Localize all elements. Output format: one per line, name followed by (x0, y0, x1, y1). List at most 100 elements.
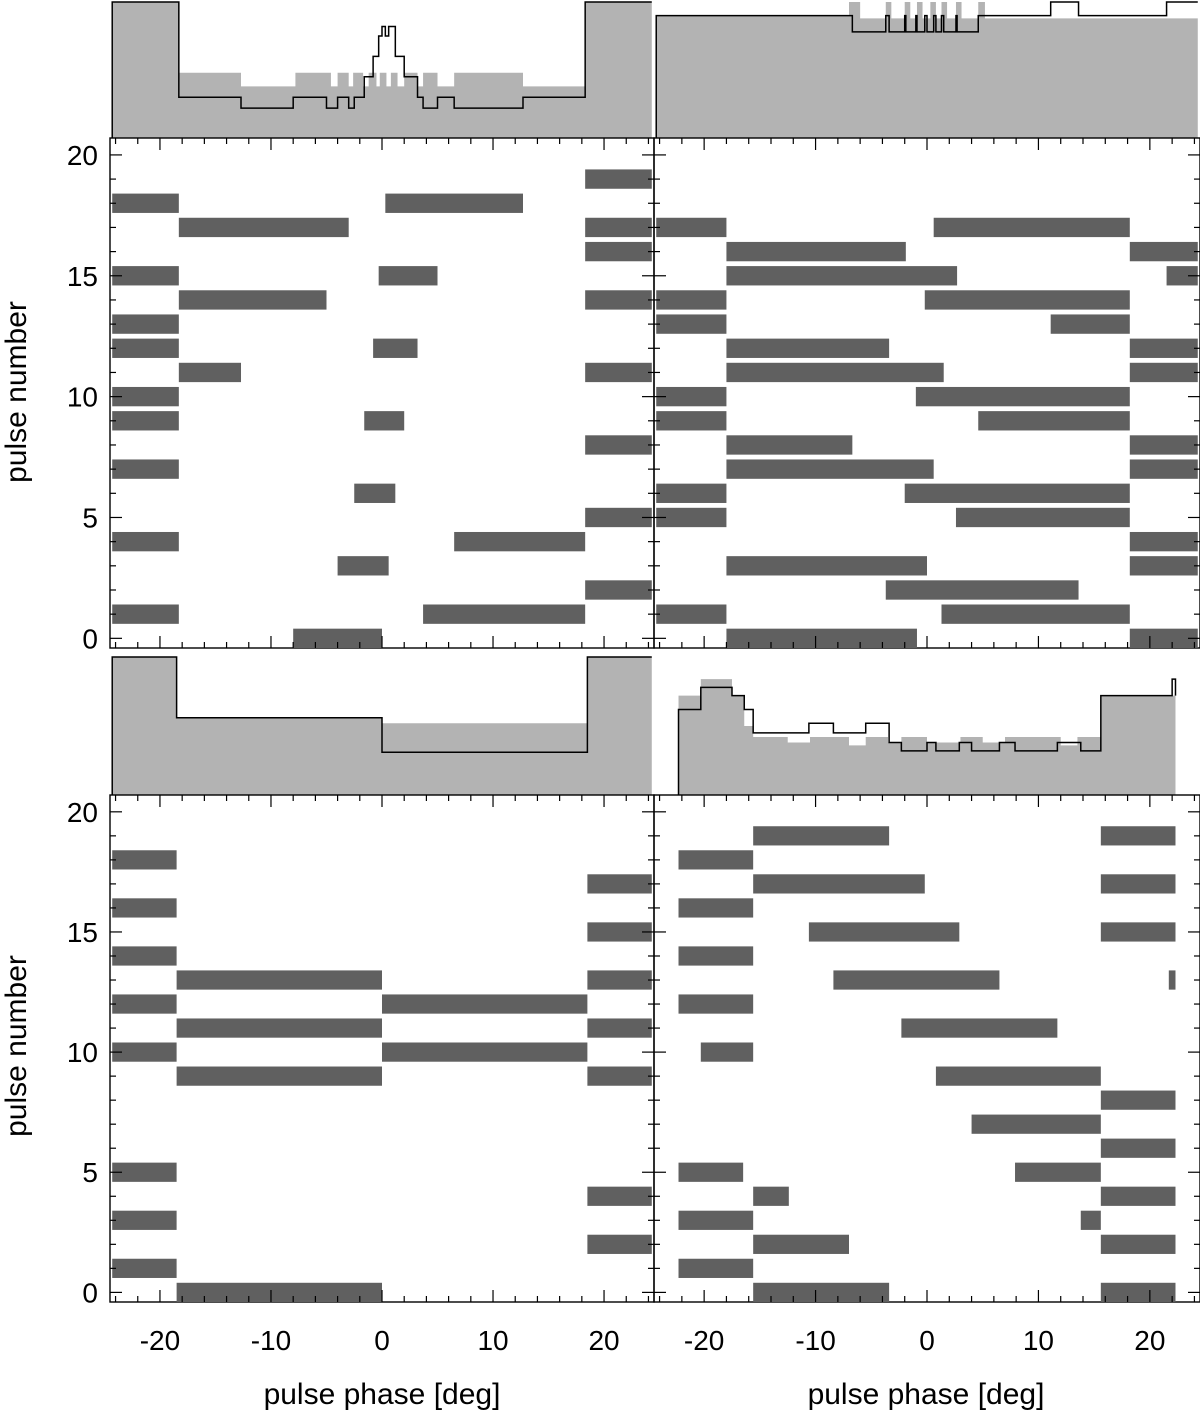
pulse-bar (726, 459, 934, 479)
y-tick-label: 15 (67, 917, 98, 948)
pulse-bar (587, 1018, 652, 1038)
pulse-bar (656, 411, 727, 431)
pulse-bar (112, 338, 179, 358)
pulse-bar (364, 411, 405, 431)
pulse-bar (726, 628, 917, 648)
pulse-bar (354, 483, 396, 503)
pulse-bar (176, 1282, 382, 1302)
pulse-bar (585, 217, 652, 238)
pulse-bar (726, 266, 958, 286)
pulse-bar (808, 922, 960, 942)
x-tick-label: 10 (1023, 1325, 1054, 1356)
pulse-bar (656, 314, 727, 334)
profile-line (111, 1, 652, 138)
x-tick-label: 20 (588, 1325, 619, 1356)
x-tick-label: -20 (140, 1325, 180, 1356)
pulse-bar (423, 604, 586, 624)
pulse-bar (373, 338, 418, 358)
pulse-bar (585, 241, 652, 262)
pulse-bar (585, 290, 652, 310)
y-tick-label: 20 (67, 140, 98, 171)
pulse-bar (726, 338, 890, 358)
pulse-bar (955, 507, 1130, 528)
pulse-bar (1100, 922, 1176, 942)
pulse-bar (656, 290, 727, 310)
pulse-bar (1129, 556, 1198, 576)
pulse-bar (587, 1186, 652, 1206)
panel-bottom-left: 0 5 10 15 20 -20 -10 0 10 20 (67, 656, 655, 1356)
profile-line (655, 1, 1198, 138)
y-tick-label: 0 (82, 623, 98, 654)
pulse-bar (587, 970, 652, 990)
pulse-bar (1100, 1234, 1176, 1254)
pulse-bar (454, 531, 586, 552)
pulse-bar (726, 435, 853, 455)
pulse-bar (112, 531, 179, 552)
profile-line (111, 656, 652, 795)
pulse-bar (1100, 1138, 1176, 1158)
pulse-bar (971, 1114, 1101, 1134)
pulse-bar (112, 898, 177, 918)
pulse-bar (112, 1042, 177, 1062)
pulse-bar (726, 241, 906, 262)
x-tick-label: -10 (251, 1325, 291, 1356)
pulse-bar (904, 483, 1130, 503)
x-axis-title-right: pulse phase [deg] (808, 1378, 1045, 1411)
pulse-bar (678, 1162, 744, 1182)
y-tick-label: 0 (82, 1277, 98, 1308)
pulse-bar (941, 604, 1130, 624)
pulse-bar (1100, 1090, 1176, 1110)
x-tick-label: -10 (795, 1325, 835, 1356)
pulse-bar (585, 580, 652, 600)
pulse-bar (382, 994, 588, 1014)
y-tick-label: 5 (82, 502, 98, 533)
pulse-bar (656, 507, 727, 528)
pulse-bar (112, 1258, 177, 1278)
y-tick-label: 20 (67, 797, 98, 828)
pulse-bar (1100, 1186, 1176, 1206)
pulse-bar (112, 604, 179, 624)
pulse-bar (726, 556, 927, 576)
pulse-bar (178, 290, 327, 310)
pulse-bar (678, 946, 754, 966)
x-axis-title-left: pulse phase [deg] (264, 1378, 501, 1411)
panel-bottom-right: -20 -10 0 10 20 (653, 678, 1200, 1356)
x-tick-label: -20 (684, 1325, 724, 1356)
profile-fill (112, 2, 652, 138)
pulse-bar (112, 1162, 177, 1182)
pulse-bar (112, 994, 177, 1014)
pulse-bar (112, 459, 179, 479)
x-tick-label: 0 (919, 1325, 935, 1356)
y-tick-label: 15 (67, 261, 98, 292)
pulse-bar (753, 874, 925, 894)
pulse-bar (1166, 266, 1198, 286)
pulse-bar (587, 1234, 652, 1254)
x-tick-label: 20 (1134, 1325, 1165, 1356)
pulse-bar (656, 386, 727, 407)
pulse-bar (753, 1234, 849, 1254)
pulse-bar (753, 826, 890, 846)
y-tick-label: 10 (67, 1037, 98, 1068)
pulse-bar (587, 874, 652, 894)
profile-fill (678, 679, 1176, 795)
pulse-bar (1100, 874, 1176, 894)
pulse-bar (1100, 826, 1176, 846)
pulse-bar (112, 386, 179, 407)
pulse-bar (587, 1066, 652, 1086)
pulse-bar (935, 1066, 1101, 1086)
pulse-bar (833, 970, 1000, 990)
pulse-bar (678, 1210, 754, 1230)
pulse-bar (656, 604, 727, 624)
pulse-bar (1100, 1282, 1176, 1302)
pulse-bar (112, 850, 177, 870)
pulse-bar (1129, 531, 1198, 552)
pulse-bar (112, 193, 179, 213)
pulse-bar (382, 1042, 588, 1062)
pulse-bar (585, 507, 652, 528)
pulse-bar (176, 1018, 382, 1038)
pulse-bar (678, 898, 754, 918)
profile-line (677, 678, 1177, 795)
pulse-bar (178, 217, 349, 238)
pulse-bar (1129, 435, 1198, 455)
y-axis-title-top: pulse number (0, 301, 33, 483)
